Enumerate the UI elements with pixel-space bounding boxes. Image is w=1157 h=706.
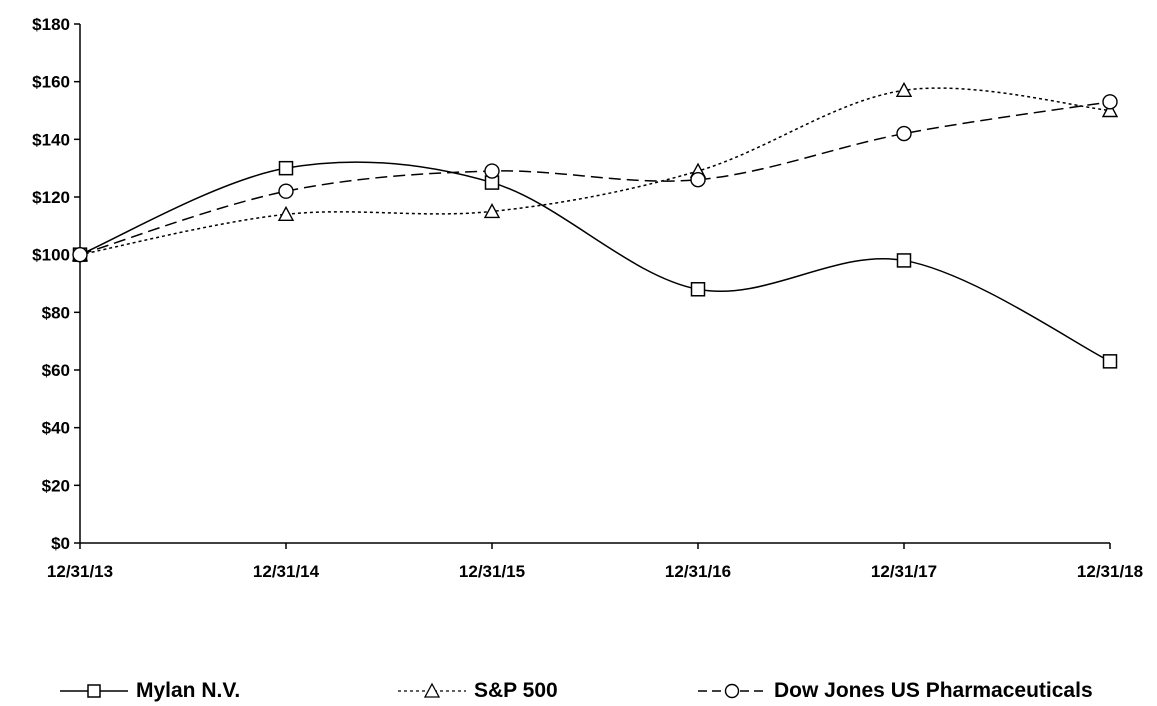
line-chart: $0 $20 $40 $60 $80 $100 $120 $140 $160 $180 12/31/…: [32, 15, 1143, 581]
legend-label-mylan: Mylan N.V.: [136, 679, 241, 702]
data-point-circle: [896, 125, 912, 142]
data-point-triangle: [1101, 102, 1119, 118]
data-point-square: [896, 253, 912, 268]
y-tick-label: $60: [42, 361, 70, 380]
y-tick-label: $100: [32, 246, 70, 265]
chart-series: [71, 81, 1119, 369]
legend-swatch-triangle-dotted: [398, 682, 466, 698]
data-point-circle: [484, 163, 500, 179]
data-point-square: [1102, 354, 1118, 369]
y-tick-label: $120: [32, 188, 70, 207]
data-point-square: [278, 160, 294, 176]
series-0: [72, 160, 1118, 369]
legend-label-dow-jones-pharma: Dow Jones US Pharmaceuticals: [774, 679, 1093, 702]
data-point-circle: [72, 246, 88, 263]
y-tick-label: $40: [42, 419, 70, 438]
data-point-square: [690, 282, 706, 297]
series-2: [72, 94, 1118, 263]
data-point-triangle: [483, 202, 501, 219]
data-point-circle: [690, 171, 706, 188]
legend-swatch-circle-dashed: [698, 683, 766, 699]
y-tick-label: $140: [32, 130, 70, 149]
y-tick-label: $0: [51, 534, 70, 553]
legend-item-dow-jones-pharma: Dow Jones US Pharmaceuticals: [698, 676, 1093, 706]
y-tick-label: $160: [32, 73, 70, 92]
y-tick-label: $80: [42, 303, 70, 322]
x-tick-label: 12/31/17: [871, 562, 937, 581]
data-point-triangle: [277, 205, 295, 222]
data-point-circle: [1102, 94, 1118, 110]
series-1: [71, 81, 1119, 262]
data-point-triangle: [895, 81, 913, 98]
series-line: [79, 161, 1111, 363]
x-tick-label: 12/31/14: [253, 562, 320, 581]
series-line: [79, 87, 1111, 256]
x-tick-label: 12/31/15: [459, 562, 525, 581]
data-point-circle: [278, 183, 294, 199]
y-tick-label: $180: [32, 15, 70, 34]
chart-legend: Mylan N.V. S&P 500 Dow Jones US Pharmace…: [0, 676, 1157, 706]
legend-swatch-square-solid: [60, 684, 128, 698]
x-tick-label: 12/31/16: [665, 562, 731, 581]
x-tick-label: 12/31/18: [1077, 562, 1143, 581]
legend-item-mylan: Mylan N.V.: [60, 676, 240, 706]
series-line: [79, 101, 1111, 256]
legend-item-sp500: S&P 500: [398, 676, 558, 706]
y-tick-label: $20: [42, 476, 70, 495]
chart-axes: $0 $20 $40 $60 $80 $100 $120 $140 $160 $180 12/31/…: [32, 15, 1143, 581]
x-tick-label: 12/31/13: [47, 562, 113, 581]
legend-label-sp500: S&P 500: [474, 679, 558, 702]
